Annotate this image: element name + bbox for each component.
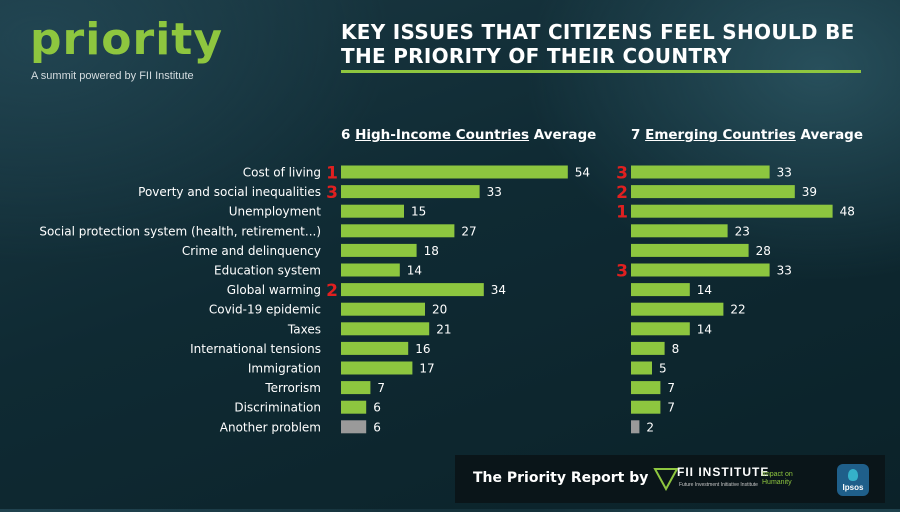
bar — [341, 243, 417, 257]
value-label: 7 — [667, 401, 675, 415]
bar — [631, 400, 661, 414]
left-column-heading: 6 High-Income Countries Average — [341, 127, 596, 143]
rank-marker: 1 — [326, 164, 338, 184]
right-heading-suffix: Average — [795, 127, 864, 143]
bar — [341, 224, 455, 238]
left-heading-suffix: Average — [529, 127, 597, 143]
bar — [631, 322, 690, 336]
category-label: Education system — [214, 264, 321, 278]
category-label: Unemployment — [229, 205, 322, 219]
category-label: Social protection system (health, retire… — [39, 224, 321, 238]
value-label: 48 — [840, 205, 855, 219]
value-label: 27 — [461, 224, 476, 238]
bar — [341, 420, 367, 434]
category-label: Terrorism — [264, 381, 321, 395]
bar — [631, 420, 640, 434]
value-label: 6 — [373, 420, 381, 434]
category-label: Covid-19 epidemic — [209, 303, 321, 317]
bar — [631, 361, 652, 375]
chart-title: KEY ISSUES THAT CITIZENS FEEL SHOULD BE … — [341, 20, 855, 68]
fii-logo-icon — [653, 468, 679, 491]
value-label: 14 — [697, 283, 712, 297]
value-label: 21 — [436, 322, 451, 336]
right-column-heading: 7 Emerging Countries Average — [631, 127, 863, 143]
value-label: 15 — [411, 205, 426, 219]
bar — [631, 204, 833, 218]
ipsos-logo-text: Ipsos — [842, 483, 864, 492]
value-label: 18 — [424, 244, 439, 258]
bar — [341, 263, 400, 277]
bar — [341, 322, 430, 336]
category-label: International tensions — [190, 342, 321, 356]
ipsos-logo: Ipsos — [837, 464, 869, 496]
value-label: 23 — [735, 224, 750, 238]
rank-marker: 2 — [616, 183, 628, 203]
category-label: Another problem — [220, 420, 321, 434]
priority-logo: priority — [30, 14, 224, 65]
fii-logo-subtitle: Future Investment Initiative Institute — [679, 482, 758, 488]
bar — [341, 341, 409, 355]
rank-marker: 3 — [616, 262, 628, 282]
bar — [631, 283, 690, 297]
category-label: Discrimination — [234, 401, 321, 415]
left-heading-underlined: High-Income Countries — [355, 127, 530, 143]
rank-marker: 2 — [326, 281, 338, 301]
value-label: 33 — [777, 264, 792, 278]
rank-marker: 3 — [616, 164, 628, 184]
footer-text: The Priority Report by — [473, 470, 649, 486]
right-heading-underlined: Emerging Countries — [645, 127, 796, 143]
value-label: 7 — [667, 381, 675, 395]
category-label: Taxes — [287, 322, 321, 336]
bar — [341, 302, 425, 316]
bar — [341, 185, 480, 199]
category-label: Global warming — [227, 283, 321, 297]
right-heading-prefix: 7 — [631, 127, 646, 143]
value-label: 6 — [373, 401, 381, 415]
rank-marker: 1 — [616, 203, 628, 223]
bar — [341, 381, 371, 395]
value-label: 14 — [697, 322, 712, 336]
footer-banner: The Priority Report by FII INSTITUTE Fut… — [455, 455, 885, 503]
title-underline — [341, 70, 861, 73]
bar — [631, 243, 749, 257]
bar — [631, 341, 665, 355]
bar — [631, 263, 770, 277]
bar — [631, 165, 770, 179]
value-label: 7 — [377, 381, 385, 395]
value-label: 28 — [756, 244, 771, 258]
category-label: Cost of living — [243, 166, 321, 180]
value-label: 2 — [646, 420, 654, 434]
logo-tagline: A summit powered by FII Institute — [31, 70, 194, 82]
value-label: 8 — [672, 342, 680, 356]
value-label: 16 — [415, 342, 430, 356]
value-label: 17 — [419, 362, 434, 376]
bar — [341, 204, 404, 218]
rank-marker: 3 — [326, 183, 338, 203]
category-label: Crime and delinquency — [182, 244, 321, 258]
bar — [341, 400, 367, 414]
fii-logo-text: FII INSTITUTE — [677, 465, 770, 479]
value-label: 20 — [432, 303, 447, 317]
category-label: Poverty and social inequalities — [138, 185, 321, 199]
fii-impact-text: Impact on Humanity — [762, 471, 793, 486]
value-label: 33 — [777, 166, 792, 180]
bar — [341, 283, 484, 297]
value-label: 34 — [491, 283, 506, 297]
bar — [341, 165, 568, 179]
value-label: 5 — [659, 362, 667, 376]
ipsos-logo-icon — [848, 469, 858, 481]
value-label: 54 — [575, 166, 590, 180]
bar — [631, 185, 795, 199]
bar — [631, 381, 661, 395]
value-label: 39 — [802, 185, 817, 199]
value-label: 22 — [730, 303, 745, 317]
category-label: Immigration — [248, 362, 321, 376]
bar — [341, 361, 413, 375]
bar — [631, 224, 728, 238]
left-heading-prefix: 6 — [341, 127, 356, 143]
bar — [631, 302, 724, 316]
value-label: 33 — [487, 185, 502, 199]
value-label: 14 — [407, 264, 422, 278]
